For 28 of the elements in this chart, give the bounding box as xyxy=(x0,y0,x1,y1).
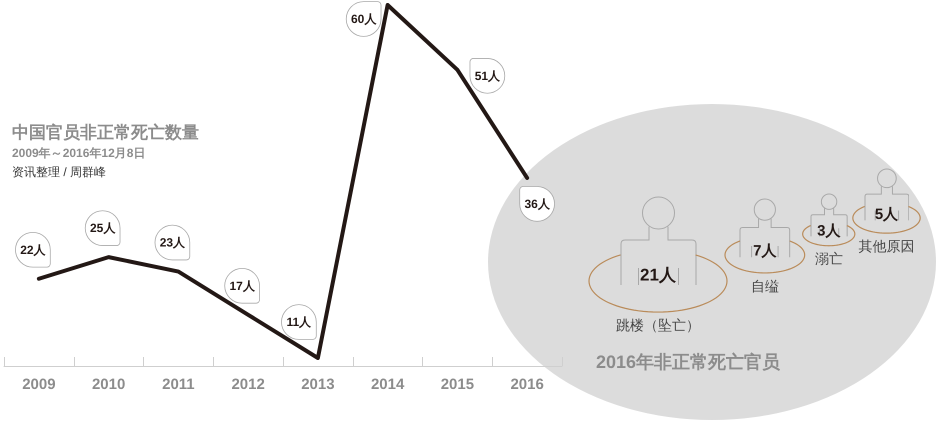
data-label: 7人 xyxy=(753,242,778,260)
x-tick-label: 2010 xyxy=(92,376,126,393)
data-label: 3人 xyxy=(817,222,842,240)
data-label: 22人 xyxy=(20,242,47,257)
category-label: 跳楼（坠亡） xyxy=(616,317,700,334)
text: 中国官员非正常死亡数量 xyxy=(12,123,199,142)
data-label: 17人 xyxy=(229,278,256,293)
x-tick-label: 2011 xyxy=(162,376,195,393)
annotation: 资讯整理 / 周群峰 xyxy=(12,165,106,179)
x-tick-label: 2016 xyxy=(510,376,544,393)
category-label: 自缢 xyxy=(750,278,779,294)
category-label: 溺亡 xyxy=(814,250,843,267)
data-label: 11人 xyxy=(286,315,312,329)
text: 2016年非正常死亡官员 xyxy=(596,352,782,372)
data-label: 60人 xyxy=(350,12,378,26)
x-tick-label: 2012 xyxy=(231,376,265,393)
x-tick-label: 2009 xyxy=(22,376,56,393)
text: 2009年～2016年12月8日 xyxy=(12,146,146,160)
data-label: 5人 xyxy=(874,206,900,223)
data-label: 51人 xyxy=(474,68,502,83)
data-label: 36人 xyxy=(524,196,551,211)
x-tick-label: 2014 xyxy=(370,376,405,393)
x-tick-label: 2013 xyxy=(301,376,335,393)
data-label: 21人 xyxy=(640,266,677,284)
data-label: 23人 xyxy=(160,236,186,250)
data-label: 25人 xyxy=(90,221,116,236)
x-tick-label: 2015 xyxy=(440,376,474,393)
category-label: 其他原因 xyxy=(858,238,914,254)
